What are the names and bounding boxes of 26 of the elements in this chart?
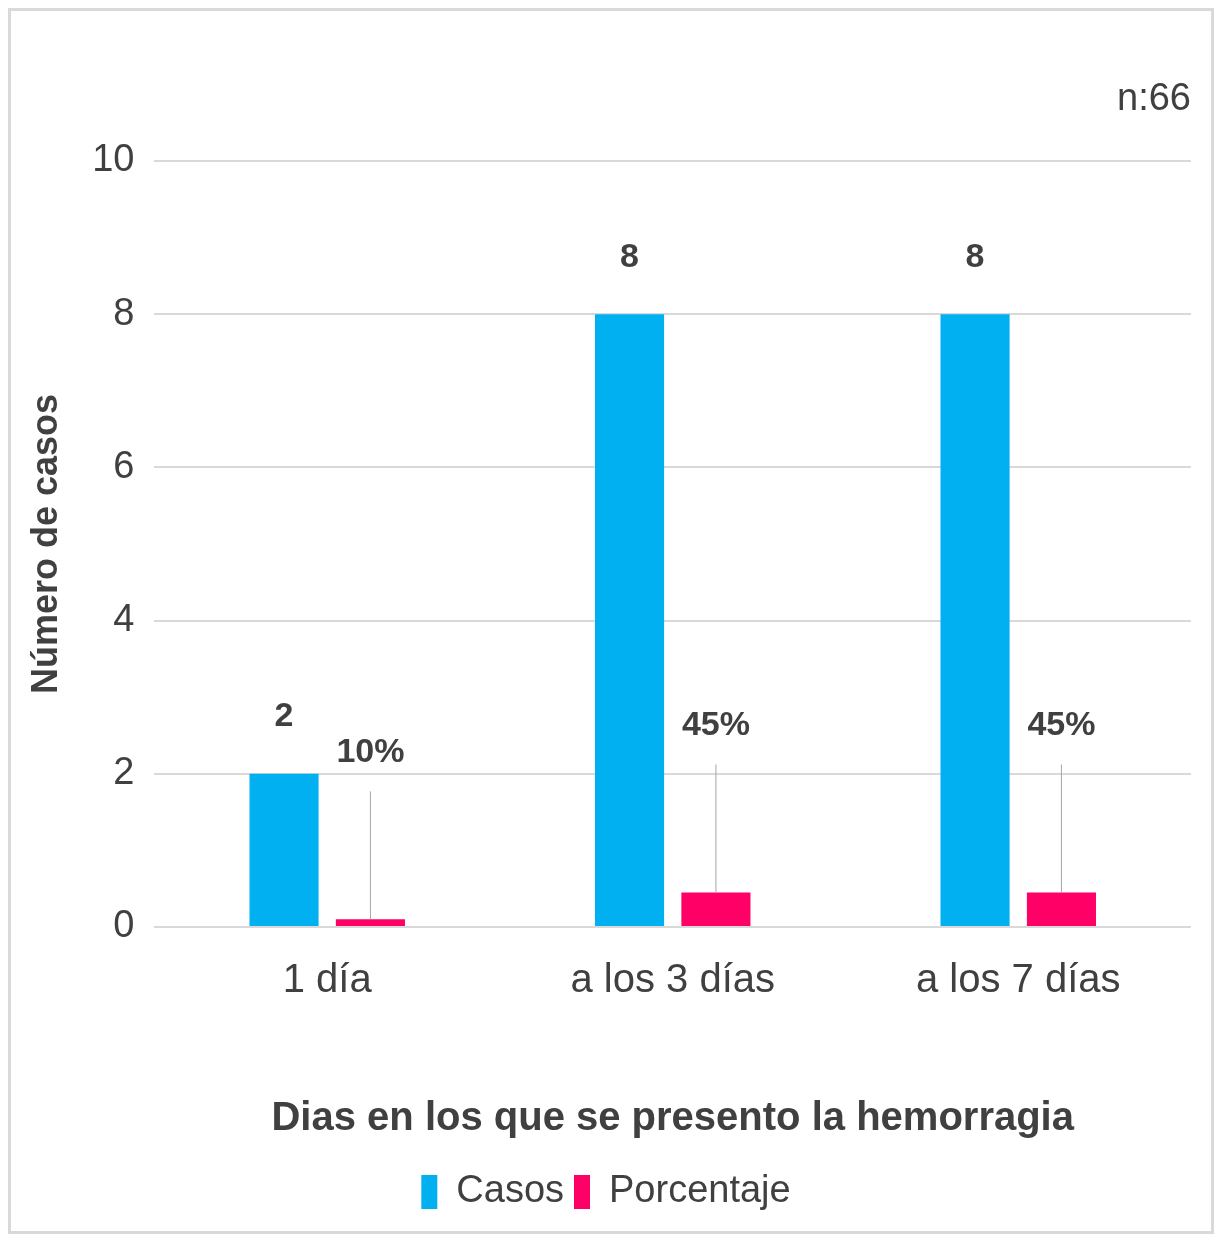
legend-label: Casos xyxy=(456,1168,565,1211)
bar xyxy=(681,892,751,926)
y-tick-label: 4 xyxy=(113,597,135,640)
data-label: 10% xyxy=(336,730,405,769)
bar xyxy=(594,314,665,926)
data-label: 8 xyxy=(620,235,640,274)
text: n:66 xyxy=(1117,76,1191,119)
bar xyxy=(249,773,319,926)
data-label: 45% xyxy=(1027,703,1096,742)
x-axis-title: Dias en los que se presento la hemorragia xyxy=(271,1094,1075,1139)
bar xyxy=(335,919,405,926)
bar xyxy=(1026,892,1096,926)
y-tick-label: 10 xyxy=(92,137,135,180)
y-tick-label: 2 xyxy=(113,750,135,793)
y-tick-label: 0 xyxy=(113,903,135,946)
x-tick-label: a los 3 días xyxy=(570,956,776,1001)
y-tick-label: 6 xyxy=(113,443,135,486)
data-label: 45% xyxy=(681,703,750,742)
legend-label: Porcentaje xyxy=(609,1168,791,1211)
bar xyxy=(940,314,1010,926)
y-tick-label: 8 xyxy=(113,290,135,333)
y-axis-title: Número de casos xyxy=(23,393,65,695)
x-tick-label: 1 día xyxy=(282,956,373,1001)
data-label: 8 xyxy=(965,235,985,274)
data-label: 2 xyxy=(274,695,294,734)
x-tick-label: a los 7 días xyxy=(915,956,1121,1001)
